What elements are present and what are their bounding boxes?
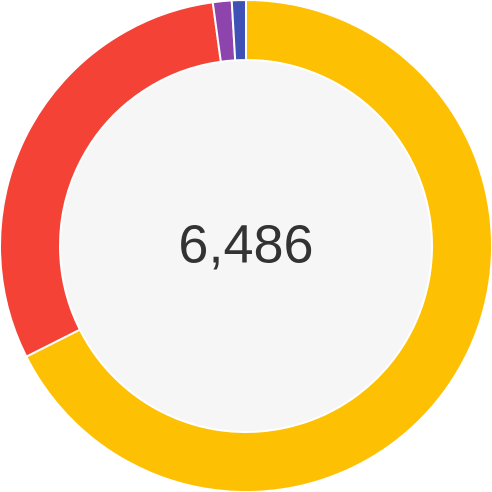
center-total-label: 6,486 (178, 214, 313, 274)
donut-slice-1 (24, 0, 492, 492)
donut-slice-4 (230, 0, 247, 62)
donut-inner-background (60, 60, 432, 432)
